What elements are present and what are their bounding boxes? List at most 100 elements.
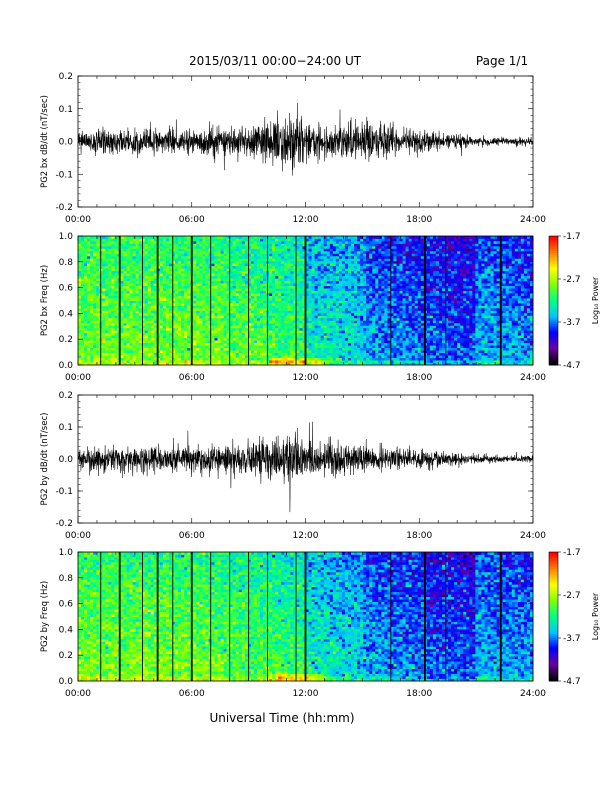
heatmap-cell <box>321 340 324 343</box>
heatmap-cell <box>239 278 242 281</box>
heatmap-cell <box>245 256 248 259</box>
heatmap-cell <box>199 350 202 353</box>
heatmap-cell <box>221 236 224 239</box>
heatmap-cell <box>166 281 169 284</box>
heatmap-cell <box>96 328 99 331</box>
heatmap-cell <box>148 313 151 316</box>
heatmap-cell <box>284 243 287 246</box>
heatmap-cell <box>196 348 199 351</box>
heatmap-cell <box>136 293 139 296</box>
heatmap-cell <box>342 271 345 274</box>
heatmap-cell <box>102 243 105 246</box>
heatmap-cell <box>321 360 324 363</box>
heatmap-cell <box>354 315 357 318</box>
heatmap-cell <box>330 360 333 363</box>
heatmap-cell <box>133 258 136 261</box>
heatmap-cell <box>166 323 169 326</box>
heatmap-cell <box>245 276 248 279</box>
heatmap-cell <box>245 313 248 316</box>
heatmap-cell <box>321 335 324 338</box>
heatmap-cell <box>336 305 339 308</box>
heatmap-cell <box>205 238 208 241</box>
heatmap-cell <box>139 343 142 346</box>
heatmap-cell <box>257 298 260 301</box>
heatmap-cell <box>193 256 196 259</box>
heatmap-cell <box>339 345 342 348</box>
heatmap-cell <box>254 278 257 281</box>
heatmap-cell <box>166 343 169 346</box>
heatmap-cell <box>242 315 245 318</box>
heatmap-cell <box>251 355 254 358</box>
heatmap-cell <box>211 293 214 296</box>
heatmap-cell <box>211 310 214 313</box>
heatmap-cell <box>351 325 354 328</box>
heatmap-cell <box>330 353 333 356</box>
heatmap-cell <box>221 286 224 289</box>
heatmap-cell <box>263 268 266 271</box>
heatmap-cell <box>296 325 299 328</box>
heatmap-cell <box>218 283 221 286</box>
heatmap-cell <box>348 310 351 313</box>
heatmap-cell <box>239 355 242 358</box>
heatmap-cell <box>312 338 315 341</box>
heatmap-cell <box>345 310 348 313</box>
heatmap-cell <box>175 253 178 256</box>
heatmap-cell <box>199 236 202 239</box>
heatmap-cell <box>130 345 133 348</box>
heatmap-cell <box>90 261 93 264</box>
heatmap-cell <box>330 278 333 281</box>
heatmap-cell <box>211 330 214 333</box>
heatmap-cell <box>169 315 172 318</box>
heatmap-cell <box>127 340 130 343</box>
heatmap-cell <box>120 293 123 296</box>
heatmap-cell <box>199 298 202 301</box>
heatmap-cell <box>239 276 242 279</box>
heatmap-cell <box>81 258 84 261</box>
heatmap-cell <box>114 268 117 271</box>
heatmap-cell <box>84 343 87 346</box>
heatmap-cell <box>254 248 257 251</box>
heatmap-cell <box>211 328 214 331</box>
heatmap-cell <box>284 273 287 276</box>
heatmap-cell <box>139 266 142 269</box>
heatmap-cell <box>184 251 187 254</box>
heatmap-cell <box>287 263 290 266</box>
heatmap-cell <box>224 301 227 304</box>
heatmap-cell <box>166 261 169 264</box>
heatmap-cell <box>211 243 214 246</box>
heatmap-cell <box>208 318 211 321</box>
heatmap-cell <box>136 281 139 284</box>
heatmap-cell <box>148 286 151 289</box>
heatmap-cell <box>78 330 81 333</box>
heatmap-cell <box>299 276 302 279</box>
heatmap-cell <box>81 310 84 313</box>
heatmap-cell <box>254 238 257 241</box>
heatmap-cell <box>111 276 114 279</box>
heatmap-cell <box>242 258 245 261</box>
heatmap-cell <box>196 246 199 249</box>
heatmap-cell <box>102 286 105 289</box>
heatmap-cell <box>205 330 208 333</box>
heatmap-cell <box>242 335 245 338</box>
heatmap-cell <box>151 328 154 331</box>
heatmap-cell <box>257 253 260 256</box>
heatmap-cell <box>239 318 242 321</box>
heatmap-cell <box>239 323 242 326</box>
heatmap-cell <box>108 248 111 251</box>
heatmap-cell <box>224 251 227 254</box>
heatmap-cell <box>208 248 211 251</box>
heatmap-cell <box>251 286 254 289</box>
heatmap-cell <box>251 338 254 341</box>
heatmap-cell <box>102 305 105 308</box>
heatmap-cell <box>296 296 299 299</box>
heatmap-cell <box>315 248 318 251</box>
heatmap-cell <box>208 350 211 353</box>
heatmap-cell <box>339 296 342 299</box>
heatmap-cell <box>309 263 312 266</box>
heatmap-cell <box>236 238 239 241</box>
heatmap-cell <box>202 335 205 338</box>
heatmap-cell <box>148 271 151 274</box>
heatmap-cell <box>215 340 218 343</box>
heatmap-cell <box>127 248 130 251</box>
heatmap-cell <box>78 355 81 358</box>
